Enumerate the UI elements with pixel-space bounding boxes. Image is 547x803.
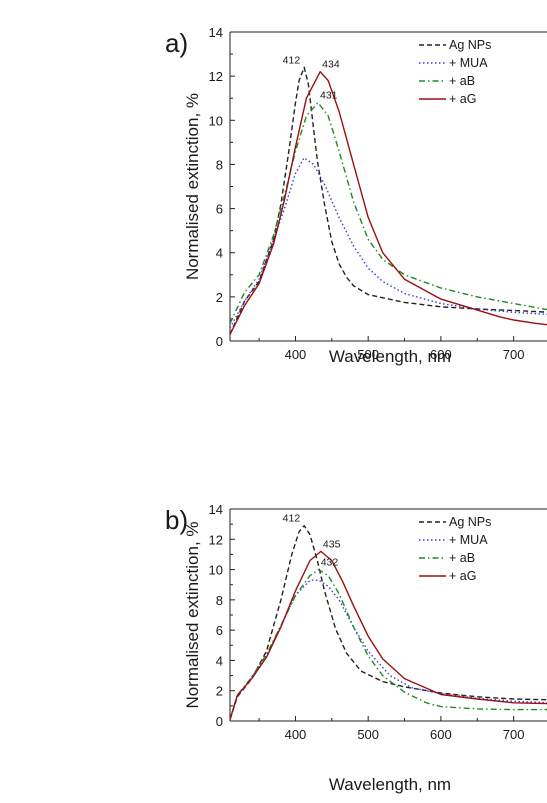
- y-tick-label: 4: [216, 653, 223, 668]
- y-tick-label: 14: [209, 25, 223, 40]
- y-tick-label: 8: [216, 157, 223, 172]
- legend-label: + aB: [449, 551, 475, 565]
- series-line-agnps: [230, 66, 547, 335]
- legend-label: Ag NPs: [449, 515, 491, 529]
- peak-annotation: 431: [320, 90, 338, 102]
- legend-label: Ag NPs: [449, 38, 491, 52]
- y-tick-label: 10: [209, 563, 223, 578]
- x-axis-title: Wavelength, nm: [329, 347, 451, 366]
- y-tick-label: 6: [216, 623, 223, 638]
- y-tick-label: 0: [216, 714, 223, 729]
- series-line-ab: [230, 101, 547, 324]
- legend-label: + MUA: [449, 533, 488, 547]
- x-tick-label: 600: [430, 727, 452, 742]
- y-tick-label: 6: [216, 202, 223, 217]
- legend-label: + aB: [449, 74, 475, 88]
- x-tick-label: 500: [357, 347, 379, 362]
- y-tick-label: 0: [216, 334, 223, 349]
- peak-annotation: 434: [322, 59, 340, 71]
- x-tick-label: 700: [503, 347, 525, 362]
- x-tick-label: 400: [285, 727, 307, 742]
- x-tick-label: 700: [503, 727, 525, 742]
- peak-annotation: 432: [321, 557, 339, 569]
- series-line-mua: [230, 157, 547, 329]
- y-tick-label: 2: [216, 684, 223, 699]
- y-tick-label: 2: [216, 290, 223, 305]
- y-axis-title: Normalised extinction, %: [183, 521, 202, 708]
- series-line-agnps: [230, 525, 547, 720]
- y-tick-label: 14: [209, 502, 223, 517]
- peak-annotation: 435: [323, 538, 341, 550]
- panel-label: b): [165, 505, 188, 535]
- x-tick-label: 600: [430, 347, 452, 362]
- peak-annotation: 412: [283, 513, 301, 525]
- y-tick-label: 8: [216, 593, 223, 608]
- chart-panel-b: 0 2 4 6 8 10 12 14 400 500 600 700 Wavelength, nm Nor…: [165, 502, 547, 794]
- x-axis-title: Wavelength, nm: [329, 775, 451, 794]
- y-tick-label: 12: [209, 69, 223, 84]
- y-tick-label: 12: [209, 532, 223, 547]
- series-line-mua: [230, 579, 547, 720]
- x-tick-label: 400: [285, 347, 307, 362]
- legend-label: + aG: [449, 92, 476, 106]
- series-line-ag: [230, 550, 547, 720]
- legend-label: + MUA: [449, 56, 488, 70]
- y-tick-label: 4: [216, 246, 223, 261]
- panel-label: a): [165, 28, 188, 58]
- series-line-ag: [230, 70, 547, 335]
- peak-annotation: 412: [283, 54, 301, 66]
- x-tick-label: 500: [357, 727, 379, 742]
- legend-label: + aG: [449, 569, 476, 583]
- chart-panel-a: 0 2 4 6 8 10 12 14 400 500 600 700 Wavelength, nm Nor…: [165, 25, 547, 366]
- y-tick-label: 10: [209, 113, 223, 128]
- y-axis-title: Normalised extinction, %: [183, 93, 202, 280]
- series-line-ab: [230, 568, 547, 720]
